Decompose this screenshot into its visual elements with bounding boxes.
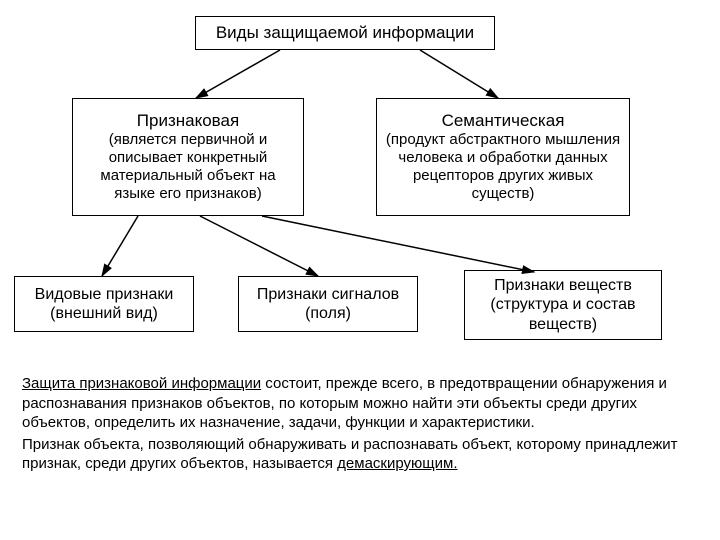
root-box: Виды защищаемой информации xyxy=(195,16,495,50)
level3-c-box: Признаки веществ (структура и состав вещ… xyxy=(464,270,662,340)
level2-left-desc: (является первичной и описывает конкретн… xyxy=(79,131,297,203)
root-title: Виды защищаемой информации xyxy=(216,23,474,43)
paragraph-1: Защита признаковой информации состоит, п… xyxy=(22,374,698,433)
level3-c-text: Признаки веществ (структура и состав вещ… xyxy=(471,276,655,334)
level3-b-text: Признаки сигналов (поля) xyxy=(245,285,411,323)
paragraph-block: Защита признаковой информации состоит, п… xyxy=(22,374,698,474)
level2-right-desc: (продукт абстрактного мышления человека … xyxy=(383,131,623,203)
paragraph-1-underlined: Защита признаковой информации xyxy=(22,375,261,392)
paragraph-2-underlined: демаскирующим. xyxy=(337,455,457,472)
level3-a-box: Видовые признаки (внешний вид) xyxy=(14,276,194,332)
paragraph-2: Признак объекта, позволяющий обнаруживат… xyxy=(22,435,698,474)
level2-right-title: Семантическая xyxy=(442,111,565,131)
level3-b-box: Признаки сигналов (поля) xyxy=(238,276,418,332)
level2-left-box: Признаковая (является первичной и описыв… xyxy=(72,98,304,216)
level3-a-text: Видовые признаки (внешний вид) xyxy=(21,285,187,323)
level2-right-box: Семантическая (продукт абстрактного мышл… xyxy=(376,98,630,216)
level2-left-title: Признаковая xyxy=(137,111,239,131)
